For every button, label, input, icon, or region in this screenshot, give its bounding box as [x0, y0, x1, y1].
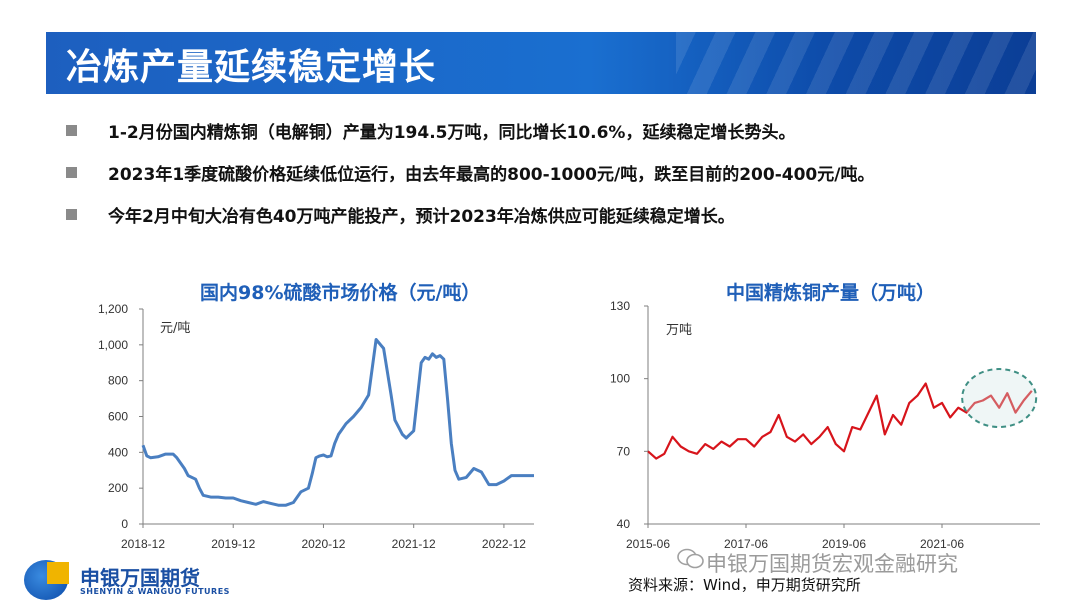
- bullet-text: 今年2月中旬大冶有色40万吨产能投产，预计2023年冶炼供应可能延续稳定增长。: [108, 207, 735, 227]
- y-tick-label: 130: [610, 299, 630, 313]
- y-unit-label: 元/吨: [160, 321, 190, 336]
- x-tick-label: 2018-12: [121, 537, 165, 551]
- bullet-square-icon: [66, 209, 77, 220]
- y-unit-label: 万吨: [666, 323, 692, 338]
- x-tick-label: 2021-12: [392, 537, 436, 551]
- company-logo: 申银万国期货 SHENYIN & WANGUO FUTURES: [24, 560, 254, 600]
- y-tick-label: 1,000: [98, 338, 128, 352]
- series-line: [647, 382, 1033, 460]
- source-note: 资料来源：Wind，申万期货研究所: [628, 576, 861, 594]
- x-tick-label: 2021-06: [920, 537, 964, 551]
- wechat-icon: [677, 548, 704, 569]
- y-tick-label: 400: [108, 445, 128, 459]
- banner-stripes: [676, 32, 1036, 94]
- x-tick-label: 2020-12: [301, 537, 345, 551]
- chart-title-sulfuric-acid: 国内98%硫酸市场价格（元/吨）: [200, 282, 481, 304]
- highlight-circle: [961, 368, 1038, 429]
- title-banner: 冶炼产量延续稳定增长: [46, 32, 1036, 94]
- bullet-text: 1-2月份国内精炼铜（电解铜）产量为194.5万吨，同比增长10.6%，延续稳定…: [108, 123, 796, 143]
- logo-square-icon: [47, 562, 69, 584]
- y-tick-label: 1,200: [98, 302, 128, 316]
- x-tick-label: 2019-12: [211, 537, 255, 551]
- bullet-list: 1-2月份国内精炼铜（电解铜）产量为194.5万吨，同比增长10.6%，延续稳定…: [66, 118, 1046, 244]
- bullet-text: 2023年1季度硫酸价格延续低位运行，由去年最高的800-1000元/吨，跌至目…: [108, 165, 875, 185]
- y-tick-label: 40: [617, 517, 631, 531]
- bullet-item: 2023年1季度硫酸价格延续低位运行，由去年最高的800-1000元/吨，跌至目…: [66, 160, 1046, 202]
- bullet-item: 1-2月份国内精炼铜（电解铜）产量为194.5万吨，同比增长10.6%，延续稳定…: [66, 118, 1046, 160]
- y-tick-label: 800: [108, 374, 128, 388]
- series-line: [141, 338, 534, 507]
- logo-name-en: SHENYIN & WANGUO FUTURES: [80, 587, 230, 596]
- chart-title-copper-output: 中国精炼铜产量（万吨）: [726, 282, 936, 304]
- y-tick-label: 0: [121, 517, 128, 531]
- y-tick-label: 100: [610, 372, 630, 386]
- x-tick-label: 2017-06: [724, 537, 768, 551]
- x-tick-label: 2015-06: [626, 537, 670, 551]
- logo-name-cn: 申银万国期货: [80, 566, 200, 590]
- bullet-item: 今年2月中旬大冶有色40万吨产能投产，预计2023年冶炼供应可能延续稳定增长。: [66, 202, 1046, 244]
- y-tick-label: 70: [617, 444, 631, 458]
- x-tick-label: 2022-12: [482, 537, 526, 551]
- bullet-square-icon: [66, 125, 77, 136]
- x-tick-label: 2019-06: [822, 537, 866, 551]
- y-tick-label: 200: [108, 481, 128, 495]
- bullet-square-icon: [66, 167, 77, 178]
- slide-title: 冶炼产量延续稳定增长: [66, 47, 437, 88]
- y-tick-label: 600: [108, 410, 128, 424]
- watermark-text: 申银万国期货宏观金融研究: [706, 552, 958, 576]
